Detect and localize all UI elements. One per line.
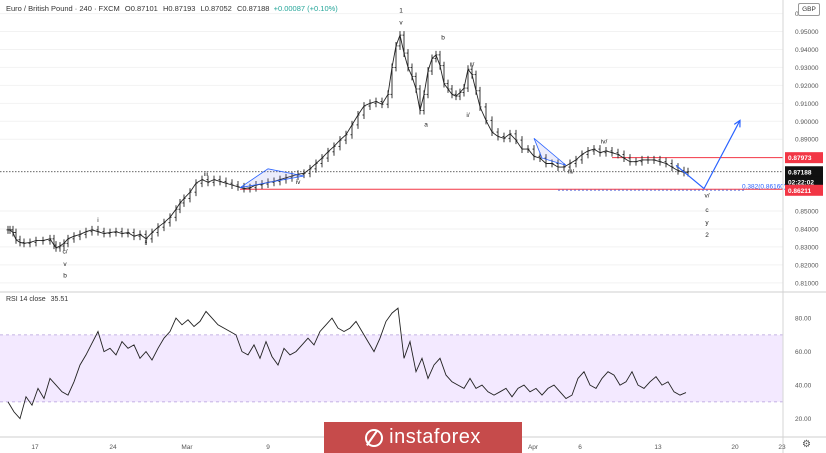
price-tick-label: 0.92000 xyxy=(795,83,819,90)
wave-label: iii/ xyxy=(568,168,574,175)
price-tick-label: 0.85000 xyxy=(795,209,819,216)
price-badge-label: 0.87973 xyxy=(788,155,812,162)
price-tick-label: 0.91000 xyxy=(795,101,819,108)
wave-label: y xyxy=(705,219,709,226)
rsi-tick-label: 20.00 xyxy=(795,416,812,423)
time-tick-label: Apr xyxy=(528,444,539,451)
wave-label: i/ xyxy=(466,112,469,119)
wave-label: 1 xyxy=(399,8,403,15)
time-tick-label: 17 xyxy=(31,444,39,451)
wave-label: ii/ xyxy=(470,62,475,69)
rsi-name: RSI 14 close xyxy=(6,296,46,303)
price-tick-label: 0.81000 xyxy=(795,280,819,287)
symbol-title: Euro / British Pound · 240 · FXCM xyxy=(6,4,120,13)
price-badge xyxy=(785,152,823,164)
time-tick-label: 9 xyxy=(266,444,270,451)
price-tick-label: 0.95000 xyxy=(795,29,819,36)
watermark-logo: instaforex xyxy=(324,422,522,453)
rsi-band xyxy=(0,334,783,402)
ohlc-open: O0.87101 xyxy=(124,4,158,13)
rsi-tick-label: 40.00 xyxy=(795,383,812,390)
time-tick-label: 6 xyxy=(578,444,582,451)
rsi-pane xyxy=(0,307,783,420)
wave-projection xyxy=(675,119,741,190)
wave-label: v xyxy=(63,261,67,268)
wave-label: b xyxy=(441,35,445,42)
symbol-header: Euro / British Pound · 240 · FXCM O0.871… xyxy=(6,4,338,13)
ohlc-close: C0.87188 xyxy=(236,4,270,13)
wave-label: iii xyxy=(204,171,208,178)
time-tick-label: 23 xyxy=(778,444,786,451)
rsi-tick-label: 80.00 xyxy=(795,316,812,323)
price-tick-label: 0.93000 xyxy=(795,65,819,72)
wave-label: b xyxy=(63,272,67,279)
wave-label: c/ xyxy=(62,249,67,256)
price-badge xyxy=(785,176,823,188)
price-tick-label: 0.84000 xyxy=(795,226,819,233)
ohlc-high: H0.87193 xyxy=(162,4,196,13)
price-badge-label: 0.86211 xyxy=(788,188,812,195)
logo-mark-icon xyxy=(365,428,384,447)
time-tick-label: 13 xyxy=(654,444,662,451)
price-series xyxy=(6,31,690,252)
time-tick-label: 20 xyxy=(731,444,739,451)
projection-line xyxy=(675,120,741,190)
currency-badge[interactable]: GBP xyxy=(798,3,820,16)
rsi-tick-label: 60.00 xyxy=(795,349,812,356)
projection-arrowhead xyxy=(733,119,741,128)
time-tick-label: Mar xyxy=(181,444,193,451)
wave-label: c xyxy=(705,207,709,214)
wave-label: iv/ xyxy=(601,139,608,146)
price-tick-label: 0.90000 xyxy=(795,119,819,126)
wave-label: v xyxy=(399,19,403,26)
rsi-label[interactable]: RSI 14 close 35.51 xyxy=(6,296,68,303)
triangle-pattern xyxy=(533,138,567,166)
gear-icon[interactable]: ⚙ xyxy=(802,439,811,450)
rsi-value: 35.51 xyxy=(50,296,69,303)
wave-label: a xyxy=(424,122,428,129)
fib-label: 0.382(0.86160) xyxy=(742,184,786,191)
price-badge-label: 02:22:02 xyxy=(788,179,814,186)
price-badge xyxy=(785,166,823,178)
price-badge xyxy=(785,184,823,196)
time-tick-label: 24 xyxy=(109,444,117,451)
price-lines: 0.382(0.86160) xyxy=(0,157,786,191)
price-tick-label: 0.94000 xyxy=(795,47,819,54)
price-tick-label: 0.82000 xyxy=(795,262,819,269)
wave-label: 2 xyxy=(705,232,709,239)
grid xyxy=(0,13,783,284)
watermark-text: instaforex xyxy=(389,426,481,448)
price-tick-label: 0.89000 xyxy=(795,137,819,144)
price-badge-label: 0.87188 xyxy=(788,169,812,176)
wave-label: v/ xyxy=(704,193,709,200)
wave-label: i xyxy=(97,217,98,224)
price-tick-label: 0.83000 xyxy=(795,244,819,251)
triangle-patterns xyxy=(239,138,567,189)
triangle-pattern xyxy=(239,168,305,189)
rsi-line xyxy=(7,307,687,420)
wave-label: ii xyxy=(145,240,148,247)
ohlc-low: L0.87052 xyxy=(200,4,232,13)
wave-label: iv xyxy=(296,179,301,186)
ohlc-change: +0.00087 (+0.10%) xyxy=(273,4,338,13)
